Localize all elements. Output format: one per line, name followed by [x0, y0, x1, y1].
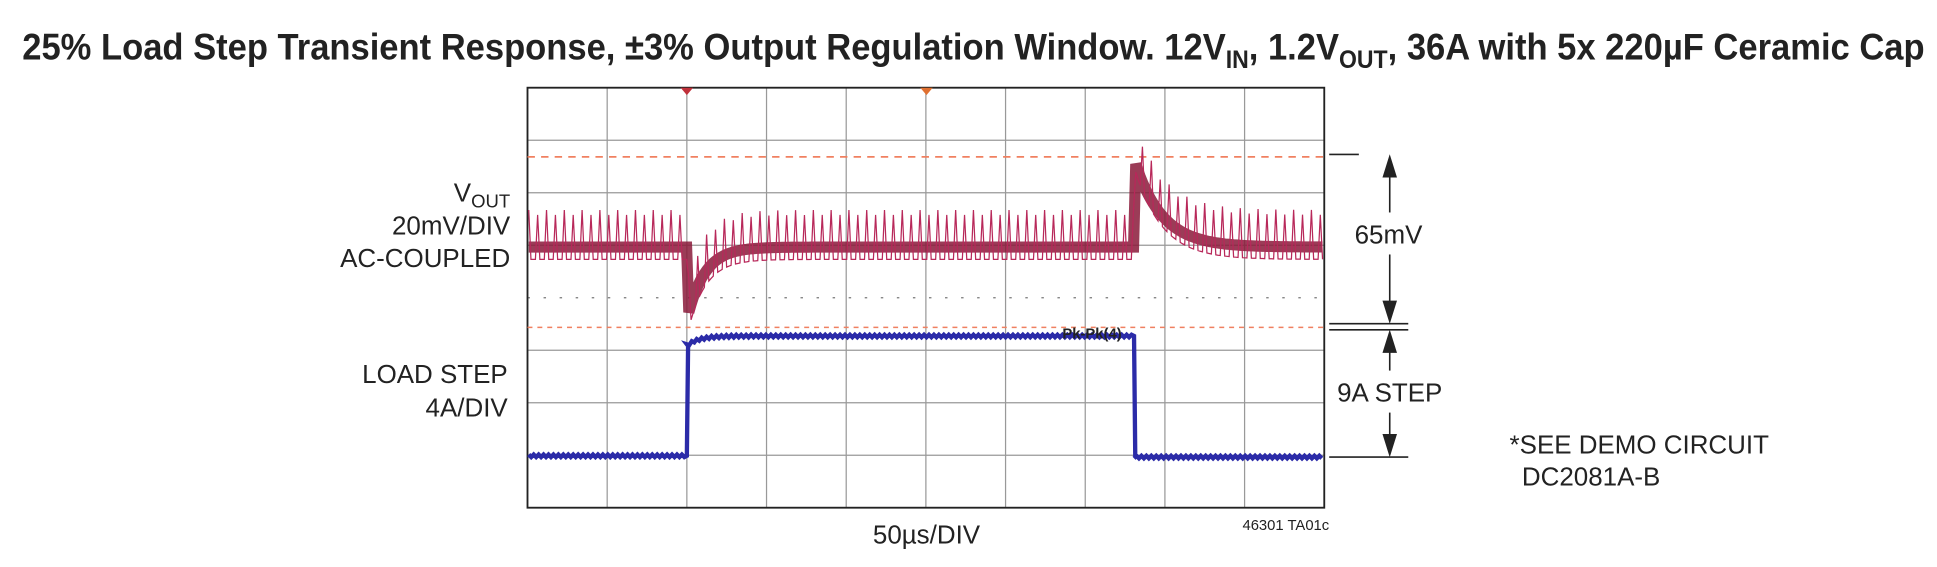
load-label: LOAD STEP [362, 361, 508, 389]
title-part: , 36A with 5x 220µF Ceramic Cap [1388, 25, 1925, 67]
scope-grid [527, 87, 1325, 508]
title-sub: OUT [1339, 47, 1388, 74]
vout-label: VOUT [454, 179, 510, 211]
title-part: , 1.2V [1249, 25, 1340, 67]
vout-trace [528, 146, 1324, 320]
measurement-label: Pk-Pk(4) [1062, 326, 1121, 342]
load-scale: 4A/DIV [426, 394, 509, 422]
deviation-label: 65mV [1355, 221, 1423, 249]
vout-scale: 20mV/DIV [392, 213, 511, 241]
note: DC2081A-B [1522, 463, 1660, 491]
time-scale: 50µs/DIV [873, 522, 981, 550]
title-sub: IN [1226, 47, 1249, 74]
vout-sub: OUT [471, 191, 510, 212]
trigger-marker [680, 87, 694, 96]
vout-name: V [454, 179, 472, 207]
traces [527, 146, 1324, 462]
vout-coupling: AC-COUPLED [340, 245, 510, 273]
figure-id: 46301 TA01c [1242, 518, 1329, 534]
load-trace [527, 331, 1324, 462]
title: 25% Load Step Transient Response, ±3% Ou… [22, 25, 1924, 74]
step-label: 9A STEP [1337, 379, 1442, 407]
trigger-marker [920, 87, 933, 96]
note: *SEE DEMO CIRCUIT [1510, 431, 1770, 459]
title-part: 25% Load Step Transient Response, ±3% Ou… [22, 25, 1226, 67]
dimension-arrows [1329, 153, 1409, 458]
